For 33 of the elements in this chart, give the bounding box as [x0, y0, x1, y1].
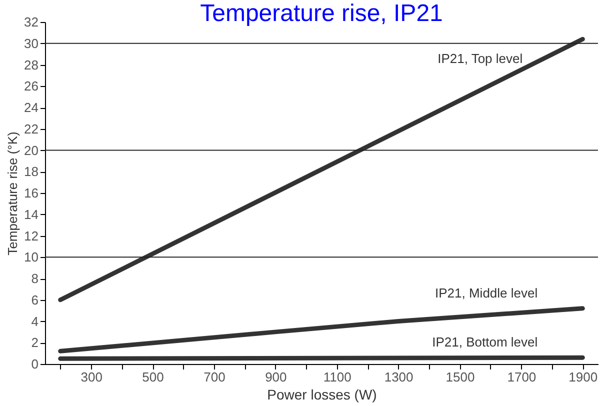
x-tick-label: 1500 — [446, 370, 475, 384]
series-label: IP21, Bottom level — [432, 334, 538, 350]
y-tick-label: 14 — [24, 206, 38, 222]
y-tick-label: 8 — [31, 271, 38, 286]
x-tick-label: 500 — [142, 370, 164, 384]
x-axis-title: Power losses (W) — [267, 386, 377, 402]
x-tick-label: 1100 — [323, 370, 352, 384]
y-tick-label: 32 — [24, 14, 38, 30]
y-axis-title: Temperature rise (°K) — [5, 132, 20, 256]
y-tick-label: 28 — [24, 57, 38, 72]
x-tick-label: 300 — [80, 370, 102, 384]
y-tick-label: 24 — [24, 100, 38, 115]
x-tick-label: 1900 — [568, 370, 598, 384]
y-tick-label: 12 — [24, 228, 38, 244]
y-tick-label: 20 — [24, 142, 38, 158]
chart-title: Temperature rise, IP21 — [200, 0, 443, 27]
y-tick-label: 26 — [24, 78, 38, 94]
x-tick-label: 900 — [265, 370, 287, 384]
y-tick-label: 4 — [31, 314, 38, 329]
x-tick-label: 1700 — [507, 370, 536, 384]
x-tick-label: 700 — [204, 370, 226, 384]
y-tick-label: 10 — [24, 250, 38, 265]
y-tick-label: 30 — [24, 36, 38, 51]
line-series — [58, 306, 585, 354]
y-tick-label: 6 — [31, 292, 38, 308]
x-tick-label: 1300 — [384, 370, 414, 384]
y-tick-label: 16 — [24, 186, 38, 200]
y-tick-label: 22 — [24, 121, 38, 136]
y-tick-label: 0 — [31, 356, 38, 372]
y-tick-label: 18 — [24, 164, 38, 180]
y-tick-label: 2 — [31, 335, 38, 350]
series-label: IP21, Middle level — [435, 285, 538, 300]
series-label: IP21, Top level — [438, 51, 523, 66]
